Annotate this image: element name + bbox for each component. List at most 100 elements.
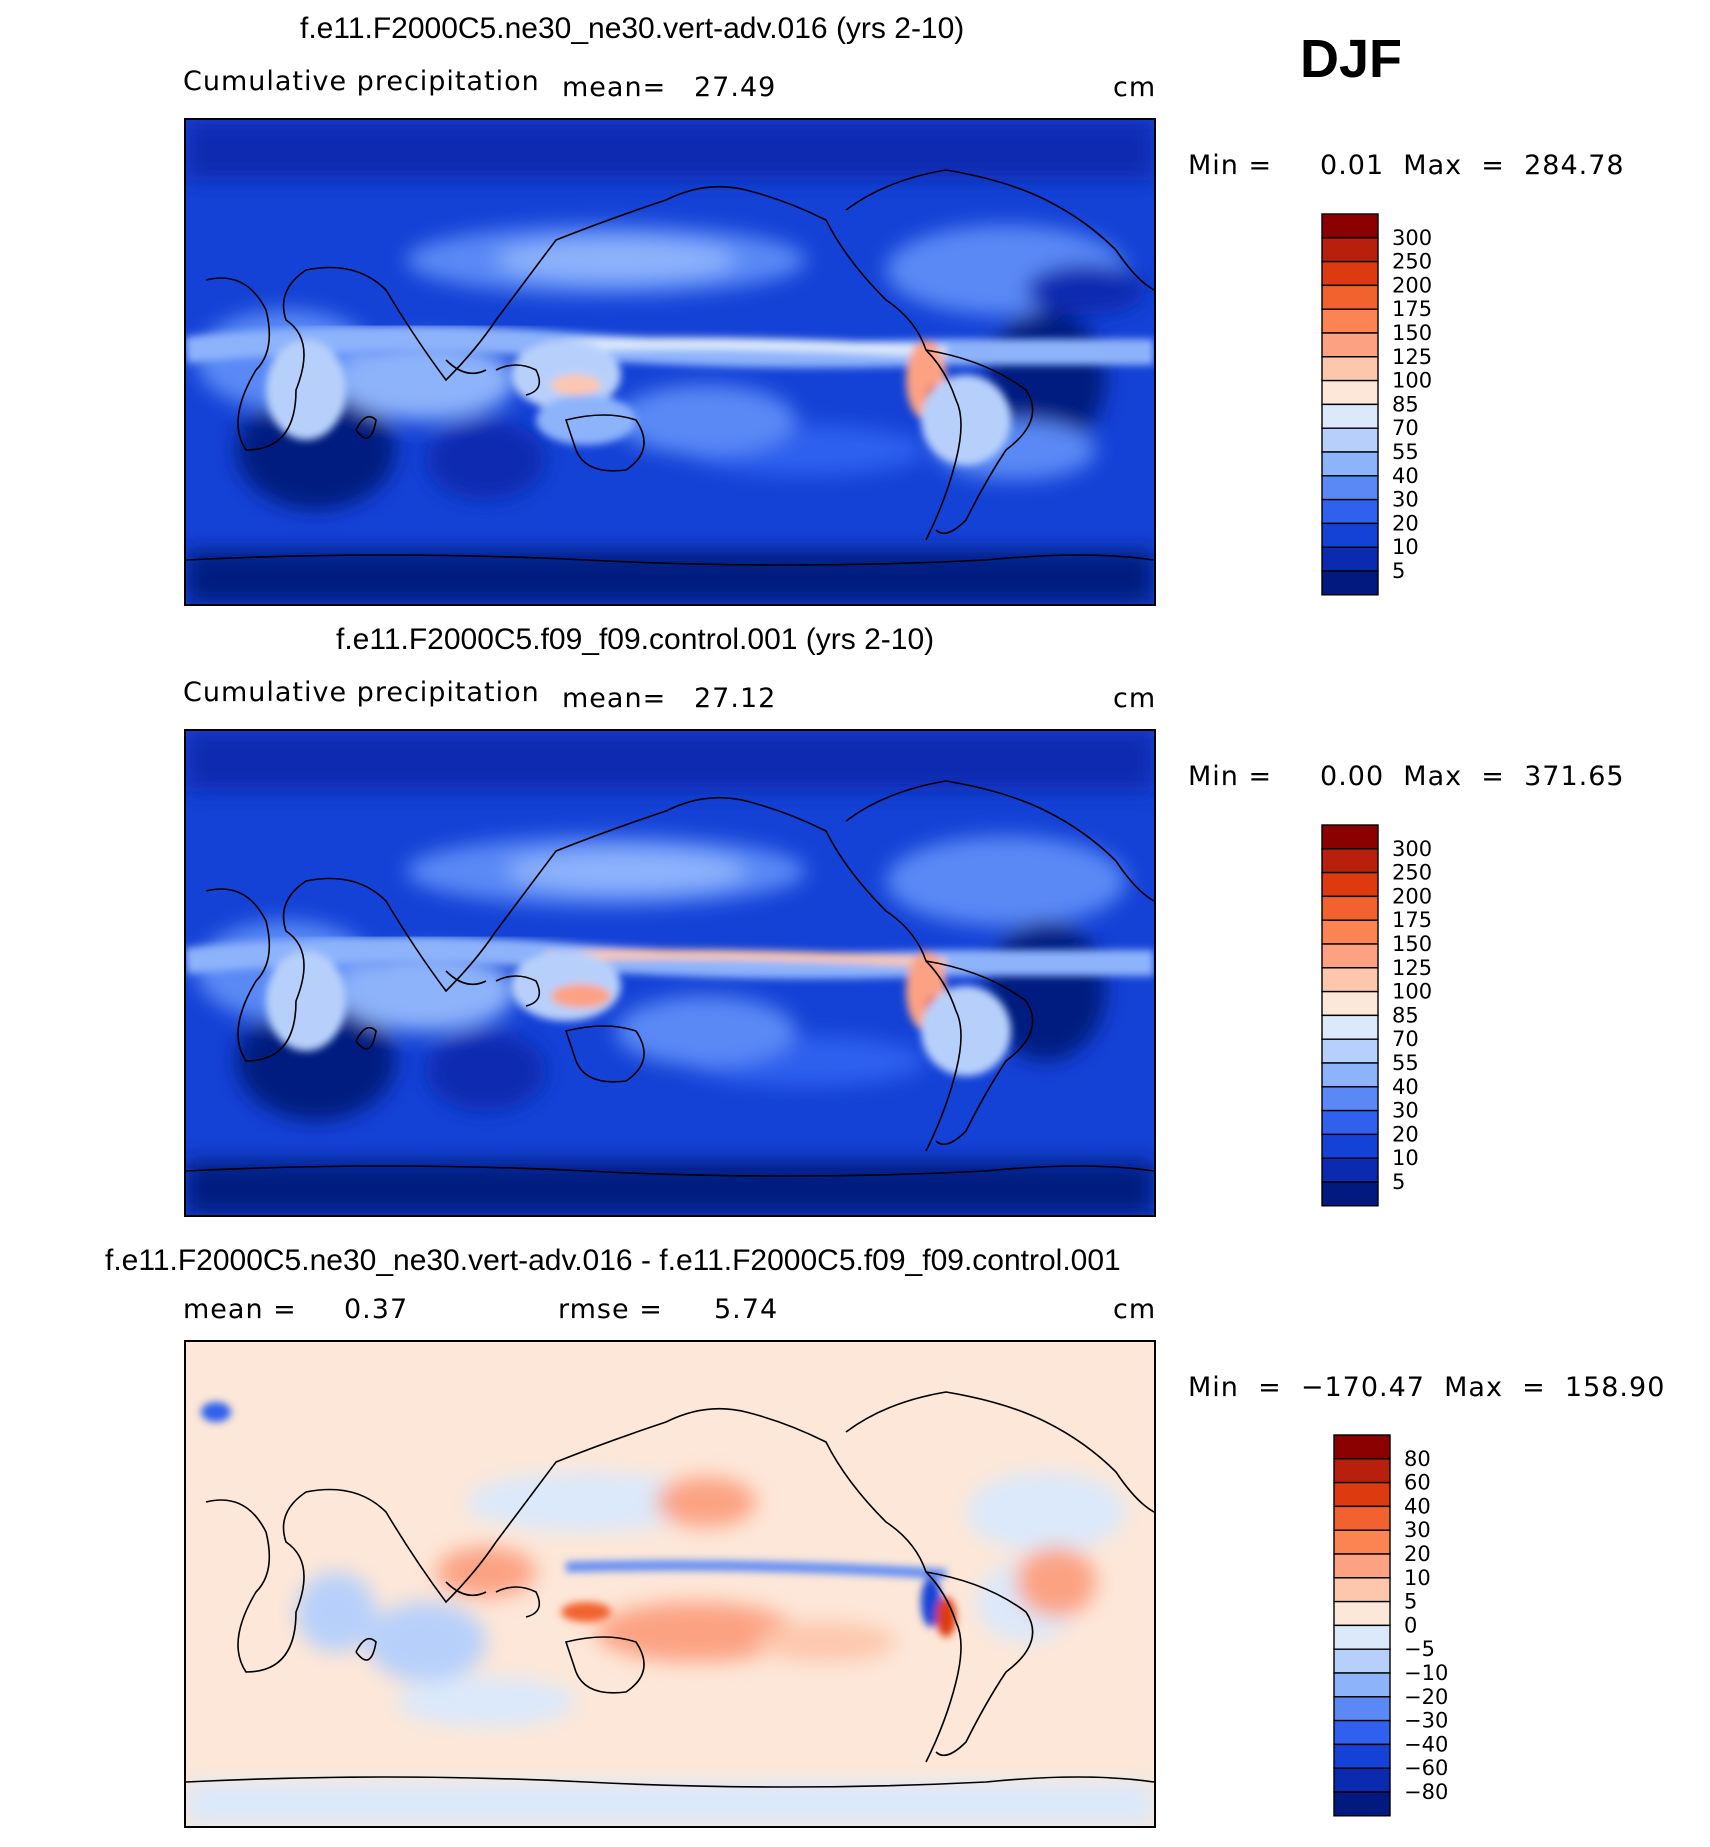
colorbar-swatch xyxy=(1333,1791,1391,1817)
panel-2-title: f.e11.F2000C5.f09_f09.control.001 (yrs 2… xyxy=(336,623,935,656)
colorbar-tick-label: 30 xyxy=(1404,1518,1431,1542)
colorbar-tick-label: −60 xyxy=(1404,1756,1448,1780)
colorbar-swatch xyxy=(1321,498,1379,525)
colorbar-swatch xyxy=(1321,919,1379,945)
colorbar-tick-label: 10 xyxy=(1392,535,1419,559)
panel-3-colorbar: 80 60 40 30 20 10 5 0 −5 −10 −20 −30 −40 −60 −80 xyxy=(1330,1433,1530,1823)
colorbar-swatch xyxy=(1333,1577,1391,1603)
colorbar-swatch xyxy=(1321,871,1379,898)
panel-3-units: cm xyxy=(1113,1294,1157,1325)
colorbar-tick-label: 70 xyxy=(1392,416,1419,440)
colorbar-tick-label: 175 xyxy=(1392,908,1432,932)
colorbar-swatch xyxy=(1333,1553,1391,1579)
colorbar-tick-label: 10 xyxy=(1404,1566,1431,1590)
panel-3-map-svg xyxy=(186,1342,1154,1826)
colorbar-swatch xyxy=(1321,403,1379,429)
colorbar-tick-label: 100 xyxy=(1392,980,1432,1004)
colorbar-tick-label: 60 xyxy=(1404,1471,1431,1495)
colorbar-tick-label: −5 xyxy=(1404,1637,1435,1661)
colorbar-swatch xyxy=(1321,1109,1379,1136)
colorbar-tick-label: 100 xyxy=(1392,369,1432,393)
panel-1-mean-label: mean= xyxy=(562,72,667,103)
colorbar-swatch xyxy=(1333,1481,1391,1508)
colorbar-swatch xyxy=(1321,1014,1379,1040)
colorbar-tick-label: 200 xyxy=(1392,884,1432,908)
colorbar-swatch xyxy=(1321,1086,1379,1112)
colorbar-tick-label: 55 xyxy=(1392,440,1419,464)
colorbar-swatch xyxy=(1321,475,1379,501)
colorbar-tick-label: 30 xyxy=(1392,488,1419,512)
panel-1-colorbar: 300 250 200 175 150 125 100 85 70 55 40 30 20 10 5 xyxy=(1318,212,1518,602)
colorbar-swatch xyxy=(1321,379,1379,406)
colorbar-swatch xyxy=(1321,1181,1379,1207)
colorbar-tick-label: 30 xyxy=(1392,1099,1419,1123)
panel-3-minmax: Min = −170.47 Max = 158.90 xyxy=(1188,1372,1666,1403)
panel-2-mean-value: 27.12 xyxy=(694,683,777,714)
panel-1-title: f.e11.F2000C5.ne30_ne30.vert-adv.016 (yr… xyxy=(300,12,965,45)
colorbar-tick-label: 300 xyxy=(1392,837,1432,861)
panel-1-minmax: Min = 0.01 Max = 284.78 xyxy=(1188,150,1625,181)
colorbar-swatch xyxy=(1321,427,1379,453)
coastlines xyxy=(186,169,1154,566)
colorbar-swatch xyxy=(1321,546,1379,572)
colorbar-swatch xyxy=(1321,848,1379,874)
colorbar-swatch xyxy=(1333,1696,1391,1722)
itcz-band xyxy=(186,936,1154,1076)
panel-2-mean-label: mean= xyxy=(562,683,667,714)
colorbar-tick-label: 40 xyxy=(1404,1494,1431,1518)
colorbar-tick-label: 150 xyxy=(1392,932,1432,956)
colorbar-swatch xyxy=(1321,308,1379,334)
coastlines xyxy=(186,780,1154,1177)
panel-3-title: f.e11.F2000C5.ne30_ne30.vert-adv.016 - f… xyxy=(105,1244,1121,1277)
colorbar-tick-label: −80 xyxy=(1404,1780,1448,1804)
colorbar-tick-label: 20 xyxy=(1404,1542,1431,1566)
colorbar-tick-label: 20 xyxy=(1392,511,1419,535)
colorbar-swatch xyxy=(1333,1743,1391,1769)
colorbar-tick-label: 175 xyxy=(1392,297,1432,321)
colorbar-swatch xyxy=(1321,967,1379,993)
colorbar-swatch xyxy=(1333,1505,1391,1531)
colorbar-swatch xyxy=(1321,451,1379,477)
colorbar-tick-label: 20 xyxy=(1392,1122,1419,1146)
panel-2-colorbar: 300 250 200 175 150 125 100 85 70 55 40 30 20 10 5 xyxy=(1318,823,1518,1213)
colorbar-swatch xyxy=(1333,1434,1391,1460)
colorbar-swatch xyxy=(1333,1648,1391,1674)
itcz-band xyxy=(186,325,1154,465)
colorbar-swatch xyxy=(1333,1719,1391,1746)
panel-2-map xyxy=(184,729,1156,1217)
colorbar-swatch xyxy=(1321,990,1379,1017)
colorbar-swatch xyxy=(1321,213,1379,239)
colorbar-swatch xyxy=(1333,1672,1391,1698)
panel-3-rmse-label: rmse = xyxy=(558,1294,663,1325)
panel-2-left-text: Cumulative precipitation xyxy=(183,677,540,708)
colorbar-tick-label: 85 xyxy=(1392,392,1419,416)
colorbar-swatch xyxy=(1333,1529,1391,1555)
colorbar-tick-label: 55 xyxy=(1392,1051,1419,1075)
colorbar-tick-label: −20 xyxy=(1404,1685,1448,1709)
panel-3-map xyxy=(184,1340,1156,1828)
colorbar-swatch xyxy=(1321,1038,1379,1064)
colorbar-tick-label: 5 xyxy=(1392,559,1405,583)
colorbar-tick-label: 70 xyxy=(1392,1027,1419,1051)
colorbar-swatch xyxy=(1321,356,1379,382)
colorbar-tick-label: 40 xyxy=(1392,1075,1419,1099)
colorbar-tick-label: 250 xyxy=(1392,861,1432,885)
panel-2-map-svg xyxy=(186,731,1154,1215)
colorbar-swatch xyxy=(1321,570,1379,596)
colorbar-tick-label: 40 xyxy=(1392,464,1419,488)
colorbar-swatch xyxy=(1321,332,1379,358)
colorbar-tick-label: 80 xyxy=(1404,1447,1431,1471)
colorbar-swatch xyxy=(1333,1600,1391,1627)
colorbar-swatch xyxy=(1333,1767,1391,1793)
colorbar-tick-label: 125 xyxy=(1392,956,1432,980)
colorbar-tick-label: 125 xyxy=(1392,345,1432,369)
colorbar-swatch xyxy=(1333,1624,1391,1650)
panel-1-map xyxy=(184,118,1156,606)
colorbar-swatch xyxy=(1333,1458,1391,1484)
colorbar-tick-label: 85 xyxy=(1392,1003,1419,1027)
panel-1-units: cm xyxy=(1113,72,1157,103)
colorbar-swatch xyxy=(1321,237,1379,263)
